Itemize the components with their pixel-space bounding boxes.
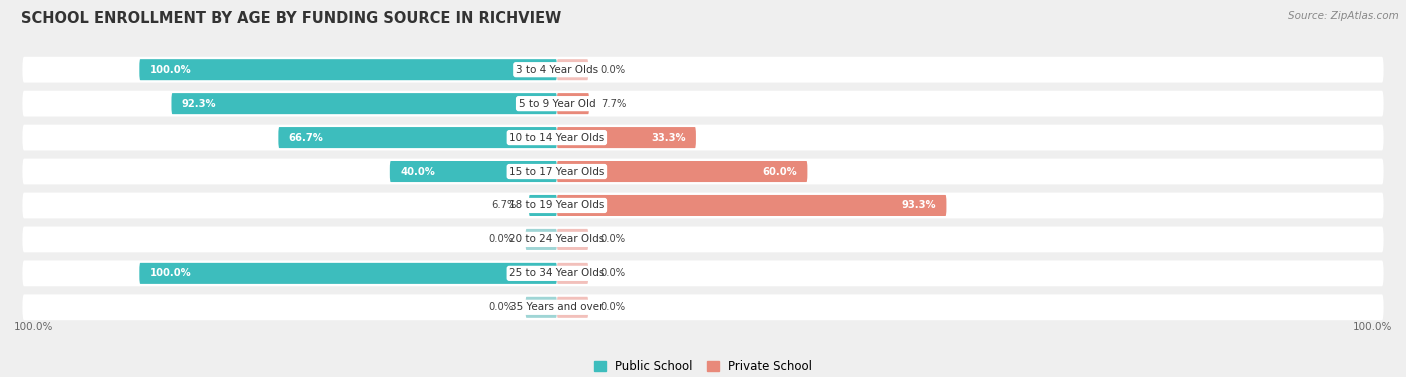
Text: 7.7%: 7.7% [602, 99, 627, 109]
Text: 6.7%: 6.7% [491, 201, 516, 210]
FancyBboxPatch shape [22, 261, 1384, 286]
Text: 0.0%: 0.0% [488, 302, 513, 312]
Text: 10 to 14 Year Olds: 10 to 14 Year Olds [509, 133, 605, 143]
Text: 33.3%: 33.3% [651, 133, 686, 143]
Text: SCHOOL ENROLLMENT BY AGE BY FUNDING SOURCE IN RICHVIEW: SCHOOL ENROLLMENT BY AGE BY FUNDING SOUR… [21, 11, 561, 26]
Text: 100.0%: 100.0% [150, 65, 191, 75]
Text: 100.0%: 100.0% [150, 268, 191, 278]
Text: 66.7%: 66.7% [288, 133, 323, 143]
FancyBboxPatch shape [22, 91, 1384, 116]
Text: 100.0%: 100.0% [1353, 322, 1392, 332]
FancyBboxPatch shape [557, 127, 696, 148]
FancyBboxPatch shape [557, 297, 588, 318]
Text: 15 to 17 Year Olds: 15 to 17 Year Olds [509, 167, 605, 176]
Text: 100.0%: 100.0% [14, 322, 53, 332]
Text: Source: ZipAtlas.com: Source: ZipAtlas.com [1288, 11, 1399, 21]
FancyBboxPatch shape [529, 195, 557, 216]
Text: 92.3%: 92.3% [181, 99, 217, 109]
FancyBboxPatch shape [557, 93, 589, 114]
FancyBboxPatch shape [389, 161, 557, 182]
Text: 0.0%: 0.0% [600, 65, 626, 75]
FancyBboxPatch shape [557, 195, 946, 216]
Text: 25 to 34 Year Olds: 25 to 34 Year Olds [509, 268, 605, 278]
FancyBboxPatch shape [526, 229, 557, 250]
FancyBboxPatch shape [526, 297, 557, 318]
FancyBboxPatch shape [278, 127, 557, 148]
Text: 5 to 9 Year Old: 5 to 9 Year Old [519, 99, 595, 109]
Text: 3 to 4 Year Olds: 3 to 4 Year Olds [516, 65, 598, 75]
Text: 0.0%: 0.0% [488, 234, 513, 244]
FancyBboxPatch shape [22, 125, 1384, 150]
FancyBboxPatch shape [139, 59, 557, 80]
Text: 93.3%: 93.3% [901, 201, 936, 210]
FancyBboxPatch shape [557, 59, 588, 80]
Text: 0.0%: 0.0% [600, 268, 626, 278]
FancyBboxPatch shape [557, 229, 588, 250]
FancyBboxPatch shape [22, 57, 1384, 83]
Text: 0.0%: 0.0% [600, 302, 626, 312]
Legend: Public School, Private School: Public School, Private School [589, 355, 817, 377]
Text: 60.0%: 60.0% [762, 167, 797, 176]
FancyBboxPatch shape [22, 227, 1384, 252]
Text: 0.0%: 0.0% [600, 234, 626, 244]
Text: 35 Years and over: 35 Years and over [510, 302, 603, 312]
FancyBboxPatch shape [22, 159, 1384, 184]
FancyBboxPatch shape [557, 161, 807, 182]
Text: 18 to 19 Year Olds: 18 to 19 Year Olds [509, 201, 605, 210]
Text: 20 to 24 Year Olds: 20 to 24 Year Olds [509, 234, 605, 244]
Text: 40.0%: 40.0% [401, 167, 436, 176]
FancyBboxPatch shape [172, 93, 557, 114]
FancyBboxPatch shape [22, 193, 1384, 218]
FancyBboxPatch shape [139, 263, 557, 284]
FancyBboxPatch shape [557, 263, 588, 284]
FancyBboxPatch shape [22, 294, 1384, 320]
